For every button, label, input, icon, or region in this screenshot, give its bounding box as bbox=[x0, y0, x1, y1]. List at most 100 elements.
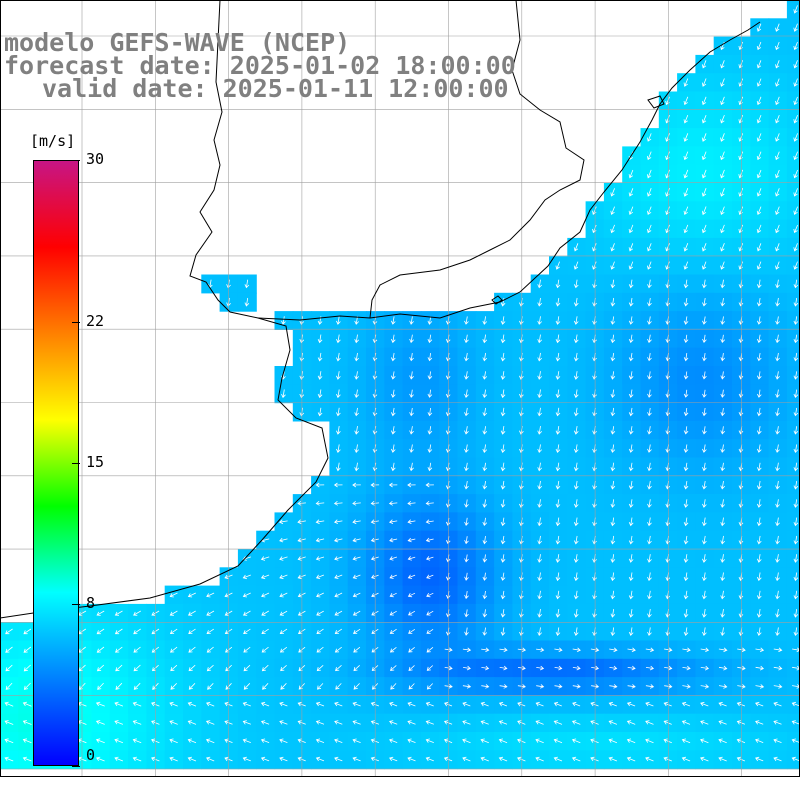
wind-speed-cell bbox=[201, 585, 221, 605]
colorbar-tick-label: 30 bbox=[86, 150, 105, 168]
wind-arrow bbox=[793, 60, 798, 69]
wind-arrow bbox=[755, 720, 764, 725]
wind-speed-cell bbox=[786, 91, 800, 111]
wind-arrow bbox=[683, 426, 689, 435]
wind-arrow bbox=[352, 720, 361, 725]
wind-arrow bbox=[535, 756, 544, 762]
wind-arrow bbox=[590, 756, 599, 762]
wind-arrow bbox=[628, 535, 634, 545]
wind-speed-cell bbox=[219, 585, 239, 605]
wind-arrow bbox=[279, 756, 288, 762]
wind-speed-cell bbox=[347, 585, 367, 605]
wind-arrow bbox=[464, 481, 469, 490]
wind-arrow bbox=[315, 738, 325, 743]
wind-arrow bbox=[500, 389, 506, 399]
wind-arrow bbox=[775, 23, 780, 32]
wind-arrow bbox=[334, 556, 343, 561]
wind-arrow bbox=[537, 352, 542, 362]
wind-arrow bbox=[700, 647, 710, 653]
wind-arrow bbox=[482, 627, 488, 636]
wind-arrow bbox=[390, 371, 396, 380]
wind-arrow bbox=[756, 480, 762, 490]
wind-speed-cell bbox=[786, 311, 800, 330]
wind-arrow bbox=[187, 701, 197, 707]
wind-arrow bbox=[500, 590, 506, 600]
wind-arrow bbox=[317, 334, 323, 344]
wind-arrow bbox=[700, 684, 710, 689]
wind-arrow bbox=[610, 389, 616, 399]
wind-arrow bbox=[336, 352, 341, 362]
wind-arrow bbox=[756, 353, 762, 362]
wind-arrow bbox=[169, 628, 178, 634]
wind-speed-cell bbox=[786, 201, 800, 221]
wind-arrow bbox=[188, 664, 196, 672]
wind-speed-cell bbox=[292, 603, 312, 623]
wind-arrow bbox=[700, 665, 709, 671]
wind-arrow bbox=[482, 554, 488, 563]
wind-arrow bbox=[683, 627, 689, 637]
wind-speed-cell bbox=[292, 585, 312, 605]
wind-speed-cell bbox=[183, 658, 202, 678]
colorbar-tick-mark bbox=[72, 463, 80, 464]
wind-arrow bbox=[573, 572, 579, 582]
wind-arrow bbox=[682, 665, 691, 671]
wind-arrow bbox=[627, 665, 636, 671]
wind-arrow bbox=[22, 756, 32, 762]
wind-speed-cell bbox=[201, 640, 221, 660]
wind-arrow bbox=[464, 334, 469, 344]
wind-arrow bbox=[573, 554, 579, 563]
colorbar-tick-label: 15 bbox=[86, 453, 105, 471]
wind-speed-cell bbox=[256, 603, 276, 623]
wind-arrow bbox=[756, 462, 762, 472]
wind-arrow bbox=[4, 756, 14, 762]
wind-arrow bbox=[464, 499, 469, 508]
wind-arrow bbox=[336, 389, 341, 399]
wind-arrow bbox=[720, 243, 725, 252]
wind-arrow bbox=[23, 664, 31, 672]
wind-arrow bbox=[334, 610, 343, 616]
wind-arrow bbox=[737, 647, 746, 653]
wind-arrow bbox=[718, 665, 728, 671]
wind-speed-cell bbox=[786, 256, 800, 276]
wind-arrow bbox=[793, 407, 799, 417]
wind-arrow bbox=[608, 720, 618, 725]
wind-arrow bbox=[281, 316, 286, 325]
wind-arrow bbox=[114, 628, 123, 635]
wind-speed-cell bbox=[219, 603, 239, 623]
wind-arrow bbox=[389, 756, 398, 762]
wind-arrow bbox=[720, 371, 725, 380]
wind-arrow bbox=[610, 261, 615, 270]
wind-arrow bbox=[791, 738, 800, 743]
wind-arrow bbox=[647, 188, 652, 197]
wind-arrow bbox=[610, 517, 616, 527]
wind-arrow bbox=[480, 720, 489, 725]
wind-arrow bbox=[610, 243, 615, 252]
wind-arrow bbox=[464, 407, 469, 417]
wind-arrow bbox=[5, 682, 13, 690]
wind-arrow bbox=[537, 371, 542, 380]
wind-arrow bbox=[775, 389, 780, 399]
wind-arrow bbox=[718, 720, 727, 725]
wind-arrow bbox=[573, 627, 579, 637]
wind-arrow bbox=[95, 738, 105, 744]
wind-arrow bbox=[96, 610, 105, 616]
wind-arrow bbox=[498, 756, 508, 762]
wind-arrow bbox=[317, 389, 323, 399]
wind-arrow bbox=[279, 610, 288, 616]
wind-arrow bbox=[315, 574, 325, 580]
wind-arrow bbox=[702, 279, 707, 289]
wind-arrow bbox=[537, 554, 542, 563]
wind-speed-cell bbox=[146, 603, 166, 623]
wind-arrow bbox=[756, 316, 762, 325]
wind-arrow bbox=[720, 517, 725, 527]
wind-arrow bbox=[701, 133, 707, 142]
wind-arrow bbox=[242, 574, 251, 580]
wind-arrow bbox=[554, 684, 563, 689]
wind-arrow bbox=[407, 756, 416, 762]
wind-arrow bbox=[683, 517, 689, 527]
wind-speed-cell bbox=[164, 585, 184, 605]
wind-arrow bbox=[610, 480, 616, 490]
wind-arrow bbox=[207, 683, 214, 690]
wind-speed-cell bbox=[183, 585, 202, 605]
wind-arrow bbox=[279, 720, 288, 725]
